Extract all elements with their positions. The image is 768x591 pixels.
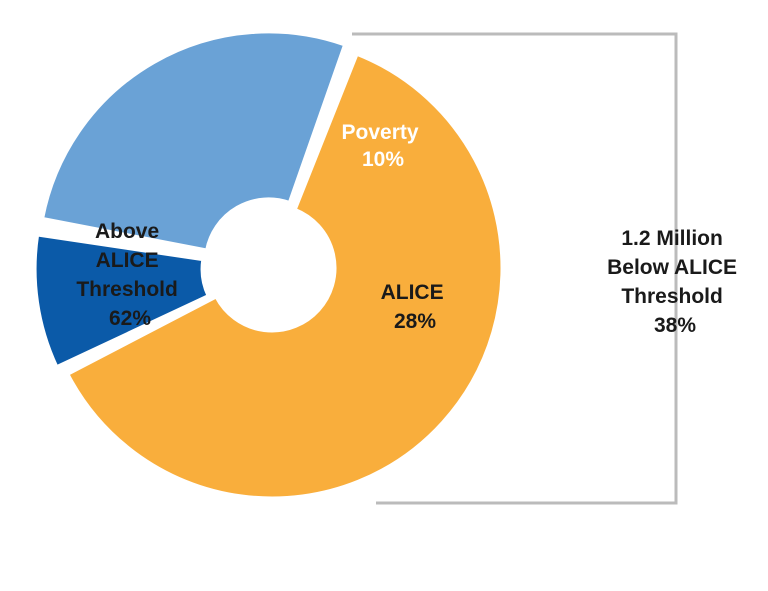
slice-poverty (33, 233, 211, 369)
below-alice-callout: 1.2 Million Below ALICE Threshold 38% (607, 227, 743, 337)
callout-line-3: Threshold (621, 285, 723, 308)
slice-alice (40, 30, 347, 252)
alice-value: 28% (394, 310, 436, 333)
above-alice-value: 62% (109, 307, 151, 330)
callout-line-2: Below ALICE (607, 256, 737, 279)
poverty-value: 10% (362, 148, 404, 171)
alice-label: ALICE 28% (381, 281, 450, 333)
donut-slices (33, 30, 504, 500)
poverty-label: Poverty 10% (342, 121, 425, 171)
above-alice-label: Above ALICE Threshold 62% (76, 220, 183, 330)
callout-line-1: 1.2 Million (621, 227, 723, 250)
slice-above-alice (65, 52, 504, 500)
below-alice-bracket (352, 32, 678, 505)
callout-value: 38% (654, 314, 696, 337)
